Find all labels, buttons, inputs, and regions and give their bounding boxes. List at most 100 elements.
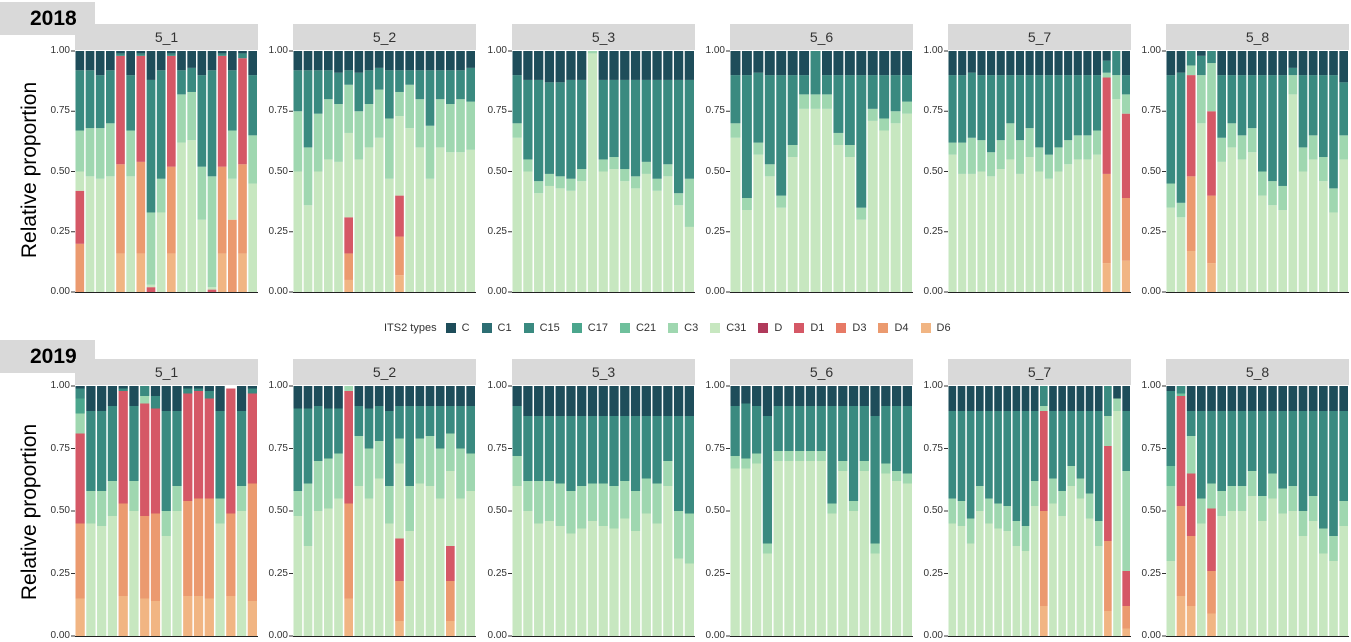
- bar-segment-c3: [844, 144, 855, 158]
- bar-segment-c3: [534, 181, 544, 194]
- bar-segment-c31: [86, 523, 96, 636]
- bar-segment-c: [879, 51, 890, 76]
- bar-segment-d1: [183, 393, 193, 501]
- bar-segment-c3: [1197, 75, 1206, 124]
- bar-segment-c15: [1298, 75, 1308, 148]
- bar-segment-c15: [555, 416, 565, 484]
- bar-segment-c: [1298, 386, 1308, 411]
- bar-segment-c31: [856, 219, 867, 292]
- bar-segment-c31: [652, 190, 662, 292]
- bar-segment-d4: [116, 164, 125, 254]
- bar-segment-c: [1319, 51, 1328, 76]
- bar-segment-c31: [544, 185, 555, 292]
- bar-segment-c3: [1064, 140, 1073, 165]
- bar-segment-c: [1298, 51, 1308, 76]
- bar-segment-c31: [958, 173, 967, 292]
- bar-segment-c: [805, 386, 816, 406]
- bar-segment-c3: [1237, 486, 1247, 511]
- bar-segment-c15: [762, 416, 773, 544]
- bar-segment-c15: [630, 416, 641, 491]
- bar-segment-c15: [764, 75, 775, 165]
- bar-segment-c31: [1025, 157, 1034, 292]
- bar-segment-c: [764, 51, 775, 76]
- y-tick-label: 0.00: [268, 630, 288, 641]
- bar-segment-c15: [663, 416, 673, 461]
- bar-segment-c31: [762, 553, 773, 636]
- y-tick-label: 0.50: [487, 505, 507, 516]
- bar-segment-c31: [787, 157, 798, 292]
- legend-label: D1: [810, 322, 825, 334]
- facet-plot-5_2: [289, 50, 476, 293]
- bar-segment-c31: [303, 546, 313, 636]
- bar-segment-c15: [183, 388, 193, 394]
- bar-segment-c: [848, 386, 859, 406]
- bar-segment-d1: [140, 403, 150, 516]
- bar-segment-c15: [523, 416, 533, 481]
- bar-segment-c3: [598, 483, 608, 526]
- bar-segment-c15: [902, 75, 912, 102]
- bar-segment-c: [238, 51, 247, 54]
- y-tick-label: 1.00: [1141, 380, 1161, 391]
- bar-segment-c15: [805, 406, 816, 451]
- bar-segment-c15: [512, 75, 522, 124]
- y-axis-label-2018: Relative proportion: [18, 81, 41, 259]
- bar-segment-c: [523, 51, 533, 80]
- y-tick-label: 0.50: [268, 165, 288, 177]
- bar-segment-c15: [534, 416, 544, 481]
- facet-plot-5_6: [726, 50, 913, 293]
- bar-segment-c15: [303, 70, 313, 148]
- bar-segment-c: [762, 386, 773, 416]
- bar-segment-c: [364, 51, 374, 71]
- bar-segment-c15: [334, 408, 343, 454]
- bar-segment-c: [663, 386, 673, 416]
- bar-segment-c: [730, 51, 741, 76]
- bar-segment-c15: [620, 79, 630, 170]
- bar-segment-d1: [238, 58, 247, 165]
- bar-segment-c3: [1083, 135, 1092, 160]
- legend-swatch: [878, 323, 889, 333]
- bar-segment-c: [996, 51, 1005, 76]
- bar-segment-c3: [587, 51, 598, 54]
- bar-segment-c: [1012, 386, 1021, 411]
- legend-item-d1: D1: [794, 322, 824, 334]
- legend-title: ITS2 types: [384, 322, 437, 334]
- bar-segment-c31: [975, 511, 984, 636]
- y-tick-label: 0.75: [705, 105, 725, 117]
- bar-segment-c31: [805, 461, 816, 636]
- bar-segment-c15: [1339, 411, 1348, 501]
- bar-segment-c3: [741, 458, 751, 469]
- bar-segment-c15: [385, 70, 394, 119]
- y-tick-label: 0.25: [705, 567, 725, 579]
- bar-segment-c15: [512, 406, 522, 456]
- bar-segment-c: [966, 386, 975, 411]
- bar-segment-c3: [1278, 488, 1287, 514]
- bar-segment-c15: [456, 406, 465, 449]
- bar-segment-c3: [1268, 181, 1277, 206]
- bar-segment-d1: [207, 289, 217, 292]
- bar-segment-c15: [354, 406, 364, 436]
- bar-segment-c3: [248, 135, 257, 184]
- facet-strip-label: 5_6: [730, 359, 913, 385]
- bar-segment-c3: [684, 178, 694, 227]
- bar-segment-c31: [334, 161, 343, 292]
- bar-segment-c31: [1049, 503, 1057, 636]
- bar-segment-c3: [544, 173, 555, 186]
- bar-segment-c: [1197, 51, 1206, 56]
- bar-segment-c: [156, 51, 166, 71]
- bar-segment-c31: [630, 188, 641, 292]
- bar-segment-c3: [1278, 185, 1287, 211]
- bar-segment-c: [827, 386, 837, 406]
- bar-segment-c15: [966, 411, 975, 519]
- bar-segment-d6: [183, 596, 193, 636]
- facet-strip-label: 5_2: [293, 359, 476, 385]
- bar-segment-c15: [652, 416, 662, 484]
- bar-segment-c: [994, 386, 1002, 411]
- bar-segment-c3: [994, 503, 1002, 529]
- bar-segment-c3: [293, 111, 303, 172]
- bar-segment-c15: [1122, 411, 1130, 471]
- bar-segment-c3: [987, 152, 996, 177]
- bar-segment-c3: [1058, 491, 1066, 516]
- bar-segment-c: [303, 386, 313, 409]
- bar-segment-c31: [415, 147, 425, 292]
- bar-segment-c: [673, 51, 684, 80]
